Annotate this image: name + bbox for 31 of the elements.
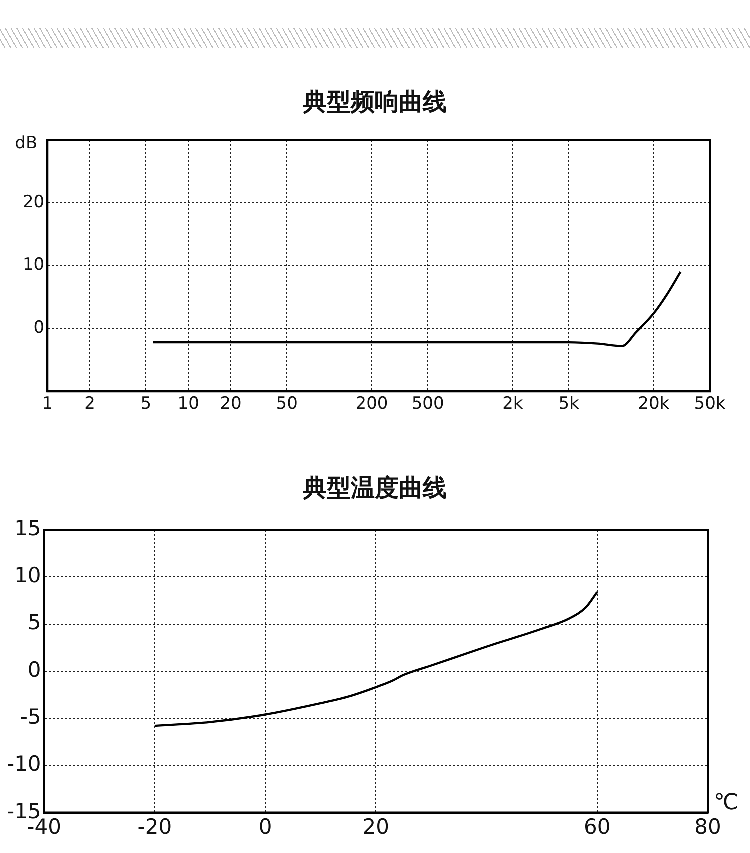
x-tick-label: 60 (584, 814, 611, 839)
x-tick-label: 50k (694, 394, 726, 414)
y-tick-label: 15 (14, 516, 42, 540)
y-tick-label: 5 (28, 610, 42, 635)
chart-title: 典型频响曲线 (302, 87, 448, 118)
x-tick-label: 20k (638, 394, 670, 414)
x-tick-label: 500 (412, 394, 444, 414)
line-series (154, 591, 598, 728)
x-tick-label: 5k (558, 394, 580, 414)
y-tick-label: 10 (14, 564, 42, 588)
y-tick-label: -10 (6, 752, 42, 776)
x-tick-label: 50 (276, 394, 298, 414)
x-tick-label: -20 (138, 814, 172, 839)
chart-title: 典型温度曲线 (302, 473, 448, 504)
x-tick-label: 20 (220, 394, 242, 414)
x-tick-label: 0 (258, 814, 272, 839)
x-tick-label: 2 (84, 394, 96, 414)
y-tick-label: -5 (20, 704, 42, 729)
x-tick-label: 10 (178, 394, 200, 414)
x-tick-label: 1 (42, 394, 54, 414)
x-tick-label: 80 (694, 814, 722, 839)
y-tick-label: 0 (28, 658, 42, 682)
x-tick-label: 2k (502, 394, 524, 414)
y-tick-label: 10 (22, 255, 45, 276)
y-tick-label: 0 (34, 318, 45, 338)
x-tick-label: 5 (140, 394, 152, 414)
x-tick-label: 20 (362, 814, 390, 839)
y-tick-label: 20 (22, 192, 45, 212)
x-tick-label: 200 (356, 394, 388, 414)
y-axis-title: dB (15, 133, 38, 154)
x-axis-title: ℃ (714, 790, 739, 816)
